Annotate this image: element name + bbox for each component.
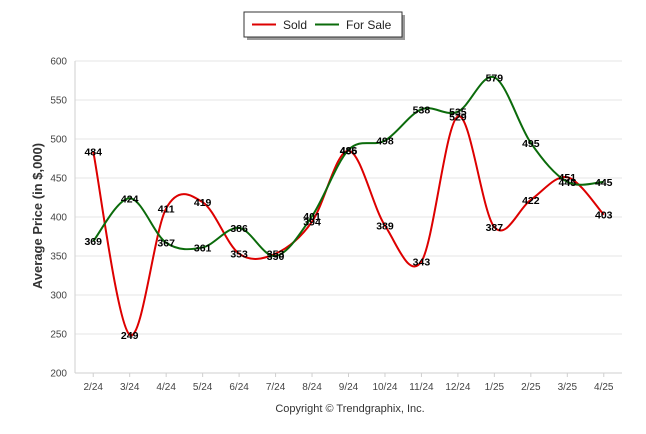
y-tick-label: 250 bbox=[50, 330, 67, 341]
data-label-sold: 343 bbox=[413, 256, 431, 268]
data-label-for-sale: 445 bbox=[595, 177, 613, 189]
x-tick-label: 9/24 bbox=[339, 382, 359, 393]
data-label-for-sale: 369 bbox=[84, 236, 102, 248]
data-label-sold: 422 bbox=[522, 195, 540, 207]
x-tick-label: 2/25 bbox=[521, 382, 541, 393]
x-tick-label: 2/24 bbox=[83, 382, 103, 393]
data-label-sold: 353 bbox=[230, 249, 248, 261]
data-label-sold: 403 bbox=[595, 210, 613, 222]
data-label-sold: 394 bbox=[303, 217, 321, 229]
data-label-for-sale: 401 bbox=[303, 211, 321, 223]
data-label-for-sale: 498 bbox=[376, 136, 394, 148]
data-label-sold: 389 bbox=[376, 221, 394, 233]
x-tick-label: 4/25 bbox=[594, 382, 614, 393]
data-label-for-sale: 361 bbox=[194, 242, 212, 254]
y-tick-label: 350 bbox=[50, 252, 67, 263]
y-tick-label: 600 bbox=[50, 57, 67, 68]
data-label-sold: 485 bbox=[340, 146, 358, 158]
data-label-sold: 411 bbox=[158, 203, 175, 215]
x-tick-label: 10/24 bbox=[372, 382, 397, 393]
x-tick-label: 11/24 bbox=[409, 382, 434, 393]
x-tick-label: 6/24 bbox=[229, 382, 249, 393]
data-label-for-sale: 424 bbox=[121, 193, 139, 205]
x-tick-label: 3/24 bbox=[120, 382, 140, 393]
series-line-for-sale bbox=[92, 76, 604, 257]
data-label-for-sale: 367 bbox=[157, 238, 175, 250]
copyright-credit: Copyright © Trendgraphix, Inc. bbox=[275, 403, 424, 415]
grid-lines bbox=[75, 60, 622, 374]
x-tick-label: 8/24 bbox=[302, 382, 322, 393]
y-tick-label: 550 bbox=[50, 96, 67, 107]
data-labels: 484 249 411 419 353 353 394 485 389 343 529 387 422 4… bbox=[84, 72, 612, 341]
data-label-sold: 419 bbox=[194, 197, 212, 209]
legend-label-sold: Sold bbox=[283, 18, 307, 32]
data-label-sold: 451 bbox=[559, 172, 577, 184]
y-tick-label: 450 bbox=[50, 174, 67, 185]
x-axis: 2/24 3/24 4/24 5/24 6/24 7/24 8/24 9/24 10/24 11/… bbox=[75, 372, 622, 393]
y-tick-label: 500 bbox=[50, 135, 67, 146]
data-label-sold: 353 bbox=[267, 249, 285, 261]
data-label-for-sale: 579 bbox=[486, 72, 504, 84]
legend: Sold For Sale bbox=[243, 11, 405, 40]
data-label-sold: 484 bbox=[84, 146, 102, 158]
x-tick-label: 12/24 bbox=[445, 382, 470, 393]
y-axis-title: Average Price (in $,000) bbox=[30, 143, 45, 289]
legend-label-for-sale: For Sale bbox=[346, 18, 392, 32]
data-label-for-sale: 445 bbox=[559, 177, 577, 189]
data-label-sold: 529 bbox=[449, 111, 467, 123]
x-tick-label: 1/25 bbox=[485, 382, 505, 393]
data-label-for-sale: 486 bbox=[340, 145, 358, 157]
y-tick-label: 400 bbox=[50, 213, 67, 224]
series-lines bbox=[92, 76, 605, 336]
data-label-for-sale: 495 bbox=[522, 138, 540, 150]
data-label-for-sale: 350 bbox=[267, 251, 285, 263]
data-label-sold: 387 bbox=[486, 222, 504, 234]
x-tick-label: 7/24 bbox=[266, 382, 286, 393]
data-label-for-sale: 538 bbox=[413, 104, 431, 116]
x-tick-label: 4/24 bbox=[156, 382, 176, 393]
x-tick-label: 5/24 bbox=[193, 382, 213, 393]
y-tick-label: 200 bbox=[50, 369, 67, 380]
data-label-for-sale: 535 bbox=[449, 107, 467, 119]
x-tick-label: 3/25 bbox=[558, 382, 578, 393]
y-axis: 200 250 300 350 400 450 500 550 600 bbox=[50, 57, 76, 380]
y-tick-label: 300 bbox=[50, 291, 67, 302]
data-label-sold: 249 bbox=[121, 330, 139, 342]
data-label-for-sale: 386 bbox=[230, 223, 248, 235]
